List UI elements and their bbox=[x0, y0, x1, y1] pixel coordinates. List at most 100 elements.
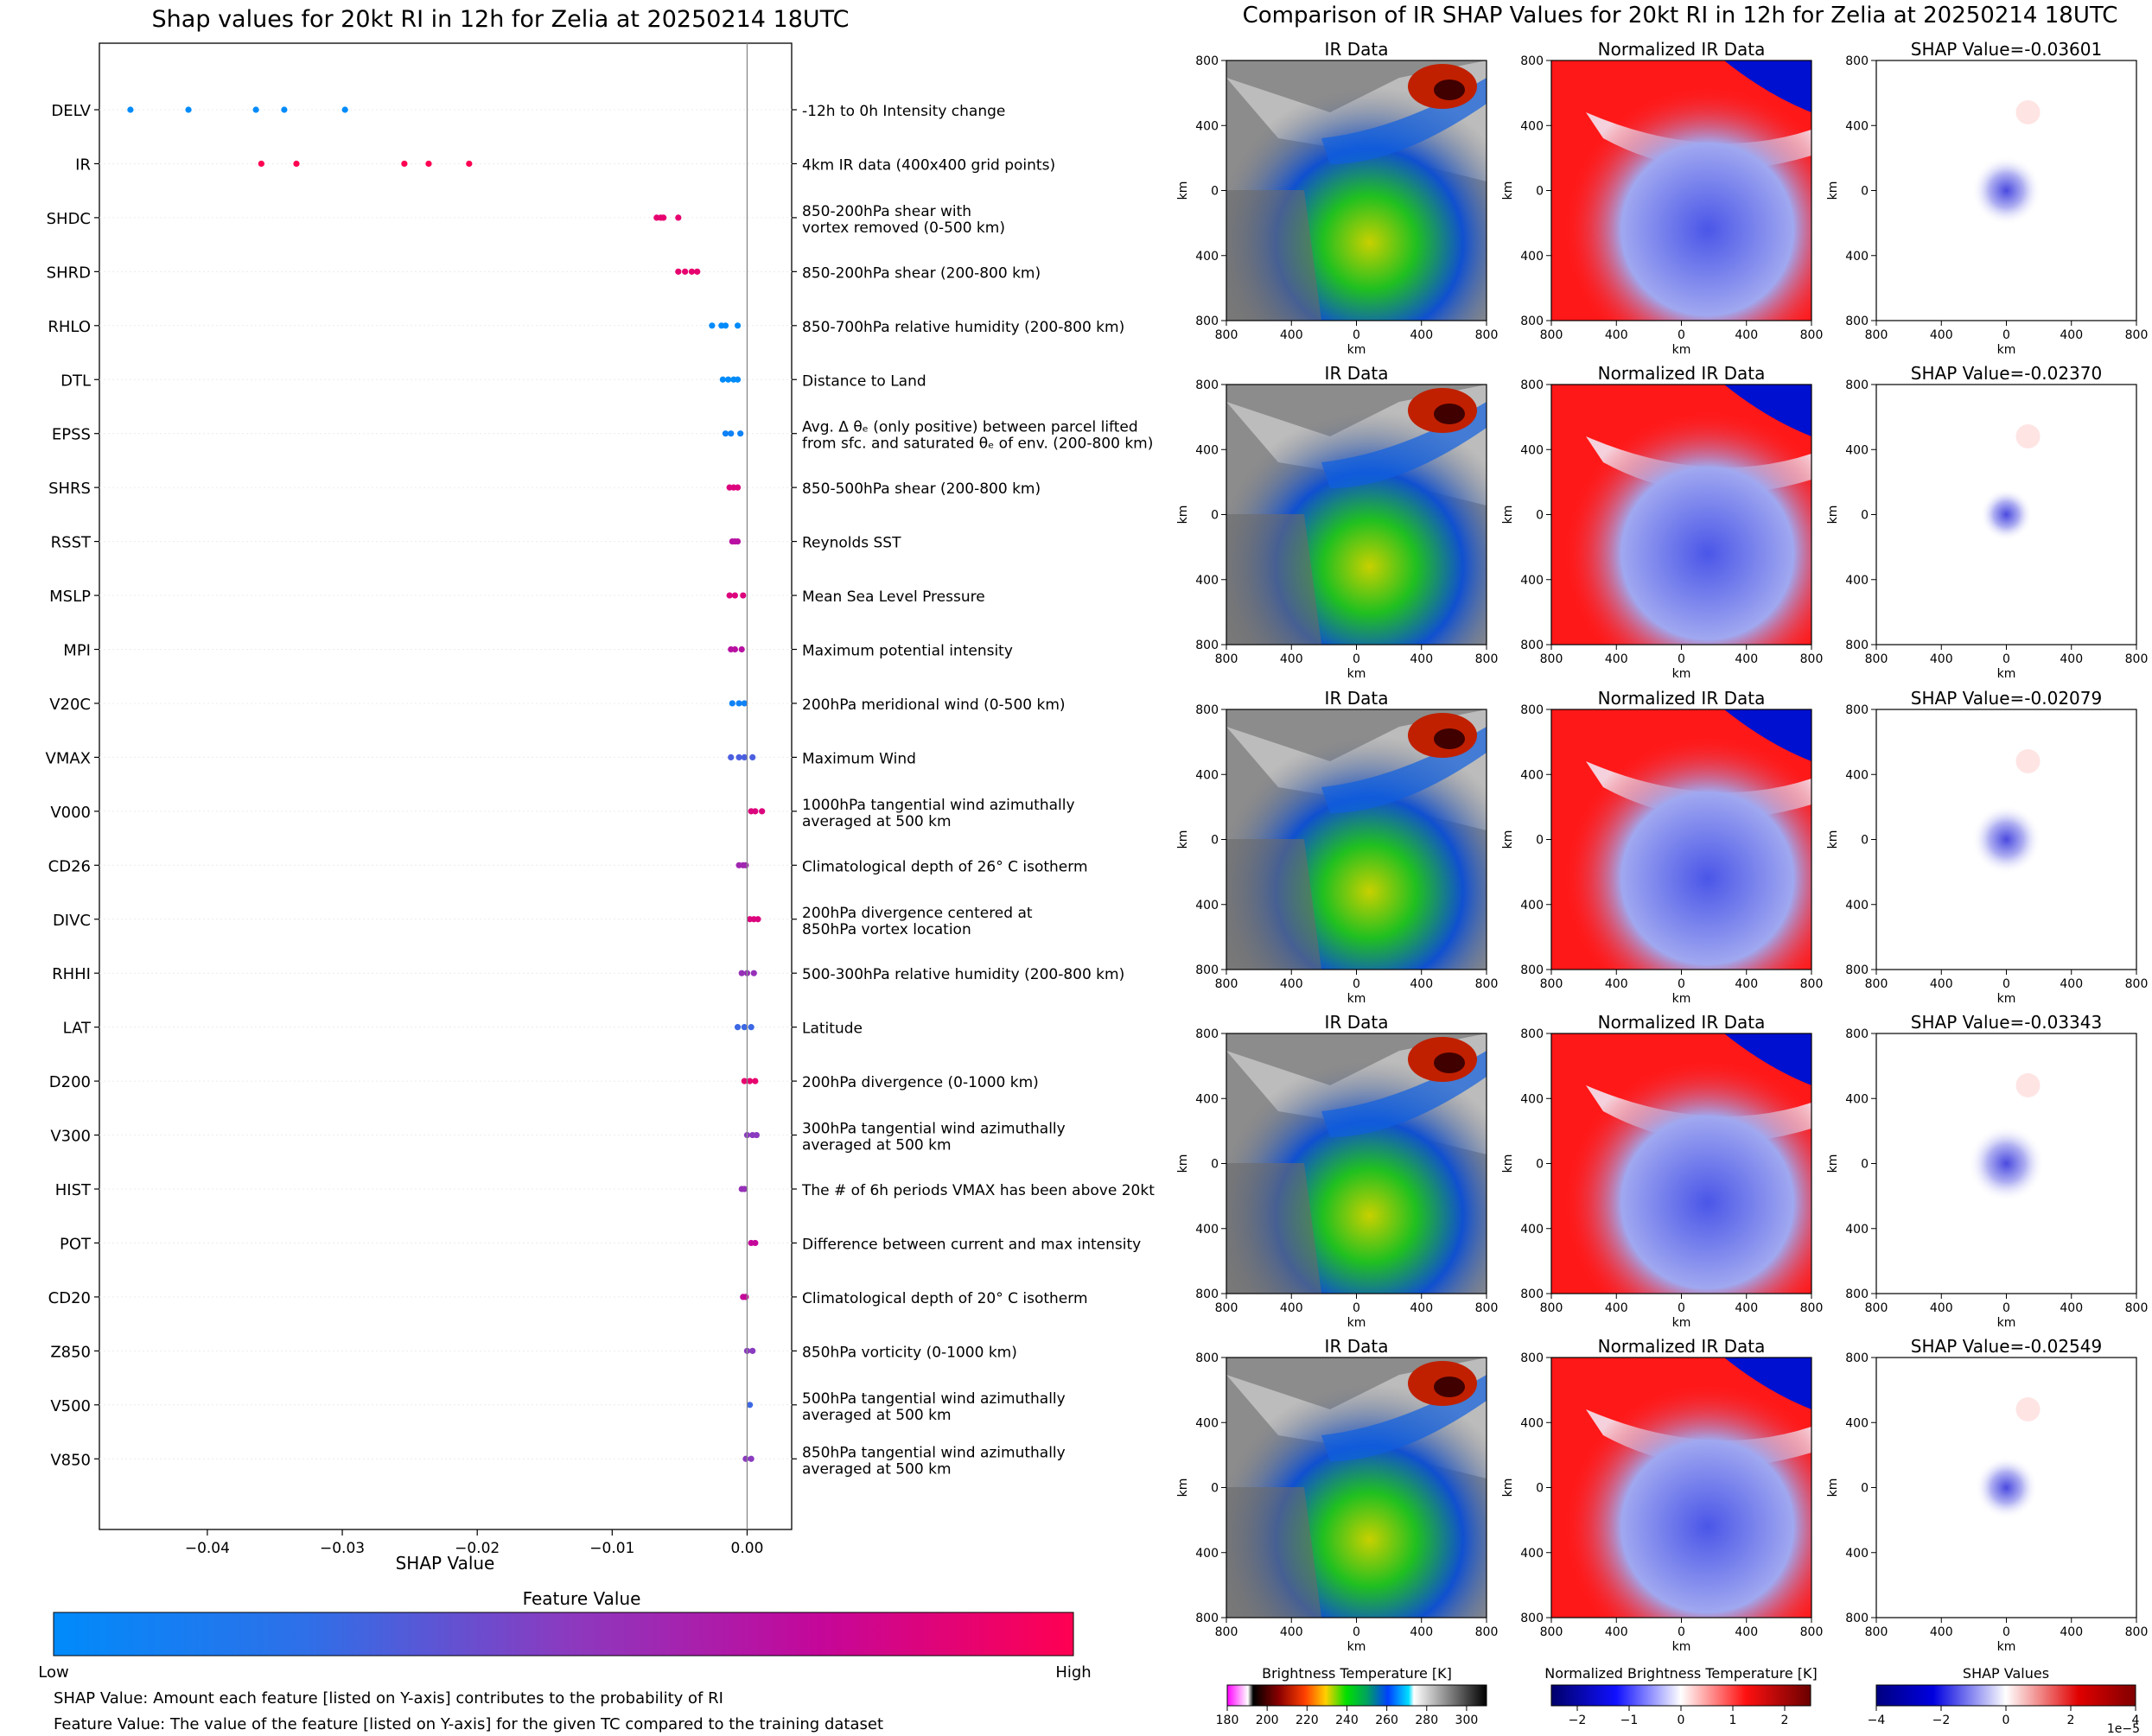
x-tick-label: 800 bbox=[1800, 1301, 1824, 1315]
y-tick-label: 400 bbox=[1195, 119, 1219, 133]
x-tick-label: 0 bbox=[1678, 1625, 1685, 1639]
shap-point bbox=[741, 1024, 748, 1031]
shap-point bbox=[185, 106, 192, 113]
shap-point bbox=[734, 322, 742, 329]
x-tick-label: 400 bbox=[1280, 1301, 1303, 1315]
feature-row-rhhi: RHHI 500-300hPa relative humidity (200-80… bbox=[52, 965, 1124, 983]
panel-title: Normalized IR Data bbox=[1598, 688, 1766, 709]
x-tick-label: 0 bbox=[1678, 652, 1685, 666]
shap-point bbox=[759, 808, 766, 815]
feature-label: VMAX bbox=[46, 749, 92, 767]
shap-point bbox=[748, 1455, 754, 1462]
feature-row-d200: D200 200hPa divergence (0-1000 km) bbox=[49, 1073, 1039, 1091]
feature-description: Climatological depth of 20° C isotherm bbox=[802, 1290, 1088, 1307]
feature-row-dtl: DTL Distance to Land bbox=[60, 372, 926, 390]
feature-row-mpi: MPI Maximum potential intensity bbox=[63, 642, 1013, 660]
y-tick-label: 800 bbox=[1195, 1288, 1219, 1301]
feature-value-colorbar-title: Feature Value bbox=[523, 1588, 641, 1609]
x-axis-label: km bbox=[1672, 992, 1691, 1006]
normalized-colorbar-label: Normalized Brightness Temperature [K] bbox=[1544, 1665, 1818, 1682]
x-tick-label: 800 bbox=[1215, 328, 1238, 342]
y-tick-label: 800 bbox=[1520, 1612, 1544, 1625]
feature-value-colorbar bbox=[53, 1612, 1074, 1657]
x-tick-label: 0.00 bbox=[731, 1540, 764, 1557]
y-axis-label: km bbox=[1501, 830, 1515, 849]
x-tick-label: 800 bbox=[1865, 1301, 1888, 1315]
feature-description: Avg. Δ θₑ (only positive) between parcel… bbox=[802, 419, 1138, 436]
shap-blob bbox=[1975, 1456, 2038, 1519]
colorbar-tick-label: 280 bbox=[1415, 1714, 1438, 1727]
comparison-title: Comparison of IR SHAP Values for 20kt RI… bbox=[1243, 3, 2118, 29]
x-axis-label: km bbox=[1347, 1316, 1366, 1330]
colorbar-tick-label: 240 bbox=[1335, 1714, 1359, 1727]
shap-colorbar-label: SHAP Values bbox=[1963, 1665, 2049, 1682]
shap-point bbox=[709, 322, 716, 329]
y-tick-label: 400 bbox=[1195, 1092, 1219, 1106]
y-tick-label: 400 bbox=[1845, 1092, 1869, 1106]
feature-description: 200hPa divergence (0-1000 km) bbox=[802, 1074, 1039, 1091]
x-tick-label: 800 bbox=[1865, 652, 1888, 666]
norm-storm bbox=[1551, 1358, 1811, 1618]
shap-point bbox=[735, 700, 742, 707]
x-tick-label: 800 bbox=[1800, 652, 1824, 666]
y-tick-label: 0 bbox=[1861, 834, 1869, 848]
feature-description: Distance to Land bbox=[802, 372, 926, 390]
brightness-colorbar bbox=[1226, 1684, 1487, 1707]
y-tick-label: 800 bbox=[1195, 378, 1219, 392]
feature-description: 850-200hPa shear (200-800 km) bbox=[802, 264, 1041, 282]
brightness-colorbar-ticks: 180 200 220 240 260 280 300 bbox=[1216, 1706, 1478, 1727]
shap-point bbox=[742, 1294, 749, 1300]
x-tick-label: −0.03 bbox=[320, 1540, 365, 1557]
shap-point bbox=[735, 754, 742, 761]
y-axis-label: km bbox=[1176, 506, 1190, 525]
shap-point bbox=[734, 484, 742, 491]
x-tick-label: 0 bbox=[2002, 1301, 2010, 1315]
feature-row-z850: Z850 850hPa vorticity (0-1000 km) bbox=[50, 1343, 1017, 1361]
feature-description: 850hPa vorticity (0-1000 km) bbox=[802, 1344, 1017, 1361]
y-tick-label: 400 bbox=[1195, 250, 1219, 264]
x-tick-label: 800 bbox=[1865, 977, 1888, 991]
feature-row-ir: IR 4km IR data (400x400 grid points) bbox=[75, 156, 1055, 174]
y-tick-label: 800 bbox=[1195, 54, 1219, 68]
x-tick-label: 800 bbox=[1215, 977, 1238, 991]
y-tick-label: 800 bbox=[1845, 639, 1869, 652]
feature-description: from sfc. and saturated θₑ of env. (200-… bbox=[802, 436, 1153, 453]
shap-point bbox=[748, 1024, 754, 1031]
shap-point bbox=[740, 592, 747, 599]
shap-positive-spot bbox=[2015, 100, 2041, 124]
x-axis-label: km bbox=[1672, 1640, 1691, 1654]
beeswarm-rows: DELV -12h to 0h Intensity change IR 4km IR … bbox=[46, 102, 1156, 1478]
colorbar-tick-label: 260 bbox=[1375, 1714, 1398, 1727]
x-tick-label: 400 bbox=[1735, 977, 1758, 991]
feature-row-rhlo: RHLO 850-700hPa relative humidity (200-80… bbox=[48, 318, 1124, 336]
y-tick-label: 400 bbox=[1520, 574, 1544, 588]
y-tick-label: 800 bbox=[1195, 963, 1219, 977]
normalized-colorbar-group: Normalized Brightness Temperature [K] −2… bbox=[1544, 1665, 1818, 1727]
norm-panel-row-2: 80080040040000400400800800kmkmNormalized… bbox=[1501, 363, 1823, 681]
x-tick-label: 800 bbox=[1865, 1625, 1888, 1639]
x-tick-label: 0 bbox=[2002, 652, 2010, 666]
x-tick-label: 400 bbox=[1930, 1301, 1953, 1315]
x-tick-label: 400 bbox=[1930, 652, 1953, 666]
x-tick-label: 800 bbox=[1215, 1625, 1238, 1639]
panel-title: Normalized IR Data bbox=[1598, 1336, 1766, 1357]
shap-point bbox=[719, 376, 726, 383]
feature-description: Climatological depth of 26° C isotherm bbox=[802, 858, 1088, 875]
colorbar-tick-label: 200 bbox=[1256, 1714, 1279, 1727]
beeswarm-plot-frame bbox=[99, 42, 793, 1530]
norm-storm bbox=[1551, 60, 1811, 321]
colorbar-tick-label: 0 bbox=[2002, 1714, 2010, 1727]
shap-point bbox=[258, 160, 264, 168]
note-feature-value: Feature Value: The value of the feature … bbox=[54, 1715, 883, 1733]
feature-row-shrs: SHRS 850-500hPa shear (200-800 km) bbox=[48, 480, 1041, 498]
shap-point bbox=[127, 106, 134, 113]
feature-label: MPI bbox=[63, 642, 91, 660]
y-tick-label: 0 bbox=[1536, 1158, 1544, 1172]
brightness-colorbar-group: Brightness Temperature [K] 180 200 220 240 2… bbox=[1216, 1665, 1487, 1727]
y-tick-label: 400 bbox=[1520, 250, 1544, 264]
feature-label: D200 bbox=[49, 1073, 91, 1091]
y-tick-label: 400 bbox=[1520, 899, 1544, 913]
